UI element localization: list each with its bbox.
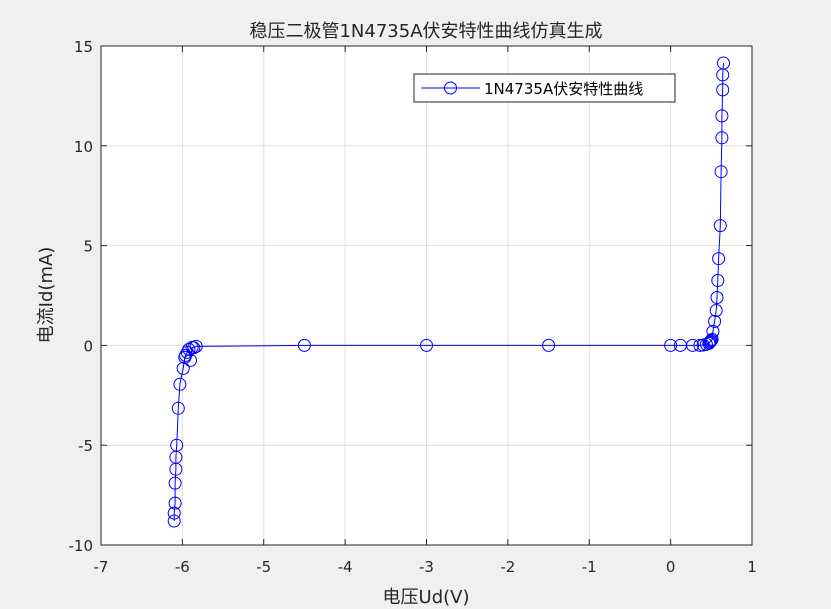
x-tick-label: -6 [175,558,190,576]
y-tick-label: 15 [74,38,93,56]
chart-title: 稳压二极管1N4735A伏安特性曲线仿真生成 [249,21,602,42]
legend-marker-sample [444,81,457,95]
data-point [168,496,182,510]
data-point [170,438,184,452]
y-tick-label: -5 [78,437,93,455]
data-point [702,336,716,350]
x-tick-label: -1 [582,558,597,576]
data-point [710,291,724,304]
y-tick-label: -10 [69,537,94,555]
y-tick-label: 5 [83,238,93,256]
series-line [173,62,724,521]
data-point [714,165,728,179]
data-point [712,252,726,266]
data-point [297,338,311,352]
x-tick-label: 0 [666,558,676,576]
x-tick-label: 1 [747,558,757,576]
data-point [717,56,730,70]
x-tick-label: -4 [338,558,353,576]
data-point [176,361,190,375]
data-point [184,353,197,367]
x-tick-labels: -7 -6 -5 -4 -3 -2 -1 0 1 [94,558,757,576]
legend-entry-label: 1N4735A伏安特性曲线 [484,80,643,98]
data-point [711,274,725,287]
x-tick-label: -3 [419,558,434,576]
data-point [706,324,720,338]
data-point [167,514,181,528]
data-point [173,377,187,391]
data-point [167,506,181,520]
data-point [686,338,700,352]
data-point [187,341,201,355]
data-point [420,338,433,352]
data-point [715,109,729,123]
data-point [715,131,729,145]
data-point [182,342,196,356]
x-tick-label: -2 [500,558,515,576]
data-point [705,332,719,346]
y-tick-label: 0 [83,337,93,355]
data-point [664,338,678,352]
x-tick-label: -5 [256,558,271,576]
data-point [704,334,717,348]
legend: 1N4735A伏安特性曲线 [413,73,676,103]
data-point [180,345,194,359]
data-point [189,339,203,353]
x-tick-label: -7 [94,558,109,576]
data-point [709,304,723,317]
data-point [708,314,722,328]
data-point [704,333,718,347]
y-tick-labels: -10 -5 0 5 10 15 [69,38,94,555]
data-point [171,401,185,415]
data-point [716,83,730,97]
x-axis-label: 电压Ud(V) [383,587,470,608]
data-point [179,348,193,362]
series-layer [167,56,730,528]
y-axis-label: 电流Id(mA) [36,247,57,344]
y-tick-label: 10 [74,138,93,156]
data-point [542,338,556,352]
tick-marks [100,45,753,546]
data-point [713,219,727,233]
data-point [168,476,182,490]
